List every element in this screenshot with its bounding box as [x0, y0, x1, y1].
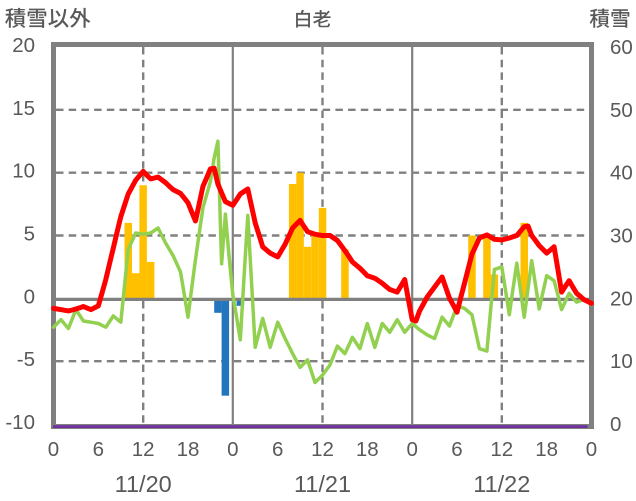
svg-text:11/22: 11/22 — [473, 471, 530, 497]
svg-text:20: 20 — [12, 34, 35, 57]
svg-text:11/21: 11/21 — [294, 471, 351, 497]
svg-text:5: 5 — [24, 223, 35, 246]
svg-text:6: 6 — [93, 438, 104, 461]
svg-text:11/20: 11/20 — [115, 471, 172, 497]
svg-text:0: 0 — [24, 285, 35, 308]
svg-text:18: 18 — [535, 438, 558, 461]
svg-text:0: 0 — [586, 438, 597, 461]
svg-text:-5: -5 — [17, 348, 35, 371]
svg-text:10: 10 — [610, 350, 633, 373]
svg-text:40: 40 — [610, 162, 633, 185]
svg-text:10: 10 — [12, 160, 35, 183]
svg-text:18: 18 — [177, 438, 200, 461]
svg-text:12: 12 — [490, 438, 513, 461]
svg-text:6: 6 — [451, 438, 462, 461]
svg-text:12: 12 — [311, 438, 334, 461]
svg-text:0: 0 — [48, 438, 59, 461]
svg-text:15: 15 — [12, 97, 35, 120]
svg-text:20: 20 — [610, 287, 633, 310]
svg-text:30: 30 — [610, 225, 633, 248]
svg-text:18: 18 — [356, 438, 379, 461]
svg-text:-10: -10 — [5, 411, 35, 434]
svg-text:0: 0 — [610, 413, 621, 436]
svg-text:60: 60 — [610, 36, 633, 59]
svg-text:12: 12 — [132, 438, 155, 461]
svg-text:50: 50 — [610, 99, 633, 122]
svg-text:0: 0 — [227, 438, 238, 461]
svg-text:0: 0 — [406, 438, 417, 461]
svg-text:6: 6 — [272, 438, 283, 461]
